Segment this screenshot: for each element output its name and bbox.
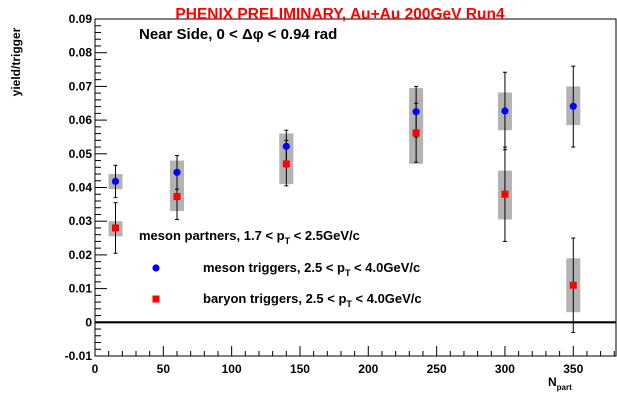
x-tick-label: 300 (495, 362, 515, 376)
legend-header-rest: < 2.5GeV/c (290, 228, 360, 243)
legend-entry-meson-main: meson triggers, 2.5 < p (203, 260, 345, 275)
x-tick-label: 0 (92, 362, 99, 376)
x-axis-label-sub: part (557, 383, 572, 392)
x-tick-label: 150 (290, 362, 310, 376)
x-tick-label: 100 (222, 362, 242, 376)
x-tick-label: 50 (157, 362, 171, 376)
x-axis-label-main: N (548, 375, 557, 389)
legend: meson partners, 1.7 < pT < 2.5GeV/c meso… (139, 228, 422, 309)
y-tick-label: 0.06 (69, 113, 93, 127)
x-tick-label: 250 (427, 362, 447, 376)
y-tick-label: 0.07 (69, 79, 93, 93)
legend-entry-baryon: baryon triggers, 2.5 < pT < 4.0GeV/c (203, 291, 422, 309)
chart-subtitle: Near Side, 0 < Δφ < 0.94 rad (139, 26, 337, 43)
baryon-point (111, 224, 119, 232)
y-tick-label: 0.05 (69, 147, 93, 161)
legend-marker-meson (152, 264, 160, 272)
x-axis-ticks: 0 50 100 150 200 250 300 350 (92, 346, 615, 376)
y-axis-label: yield/trigger (9, 27, 23, 96)
baryon-point (501, 190, 509, 198)
data-markers (111, 102, 577, 289)
legend-header-sub: T (285, 236, 291, 246)
baryon-point (173, 193, 181, 201)
legend-entry-baryon-main: baryon triggers, 2.5 < p (203, 291, 346, 306)
y-tick-label: 0.01 (69, 282, 93, 296)
legend-entry-meson-rest: < 4.0GeV/c (350, 260, 420, 275)
chart-title: PHENIX PRELIMINARY, Au+Au 200GeV Run4 (175, 6, 505, 23)
meson-point (282, 142, 290, 150)
y-tick-label: -0.01 (65, 349, 93, 363)
x-tick-label: 200 (358, 362, 378, 376)
legend-entry-meson: meson triggers, 2.5 < pT < 4.0GeV/c (203, 260, 420, 278)
meson-point (111, 177, 120, 186)
legend-entry-baryon-rest: < 4.0GeV/c (352, 291, 422, 306)
meson-point (501, 107, 509, 115)
legend-header-main: meson partners, 1.7 < p (139, 228, 285, 243)
baryon-point (412, 129, 420, 137)
meson-point (412, 108, 420, 116)
legend-entry-baryon-sub: T (346, 299, 352, 309)
y-tick-label: 0.02 (69, 248, 93, 262)
y-tick-label: 0 (85, 315, 92, 329)
x-axis-label: Npart (548, 375, 572, 392)
meson-point (173, 168, 181, 176)
legend-marker-baryon (152, 295, 160, 303)
y-tick-label: 0.03 (69, 214, 93, 228)
legend-entry-meson-sub: T (345, 268, 351, 278)
baryon-point (282, 160, 290, 168)
meson-point (569, 102, 577, 110)
y-tick-label: 0.04 (69, 181, 93, 195)
x-tick-label: 350 (563, 362, 583, 376)
legend-header: meson partners, 1.7 < pT < 2.5GeV/c (139, 228, 360, 246)
baryon-point (569, 281, 577, 289)
y-tick-label: 0.08 (69, 46, 93, 60)
y-tick-label: 0.09 (69, 12, 93, 26)
y-axis-ticks: -0.01 0 0.01 0.02 0.03 0.04 0.05 0.06 0.07 0.08 0.… (65, 12, 107, 363)
